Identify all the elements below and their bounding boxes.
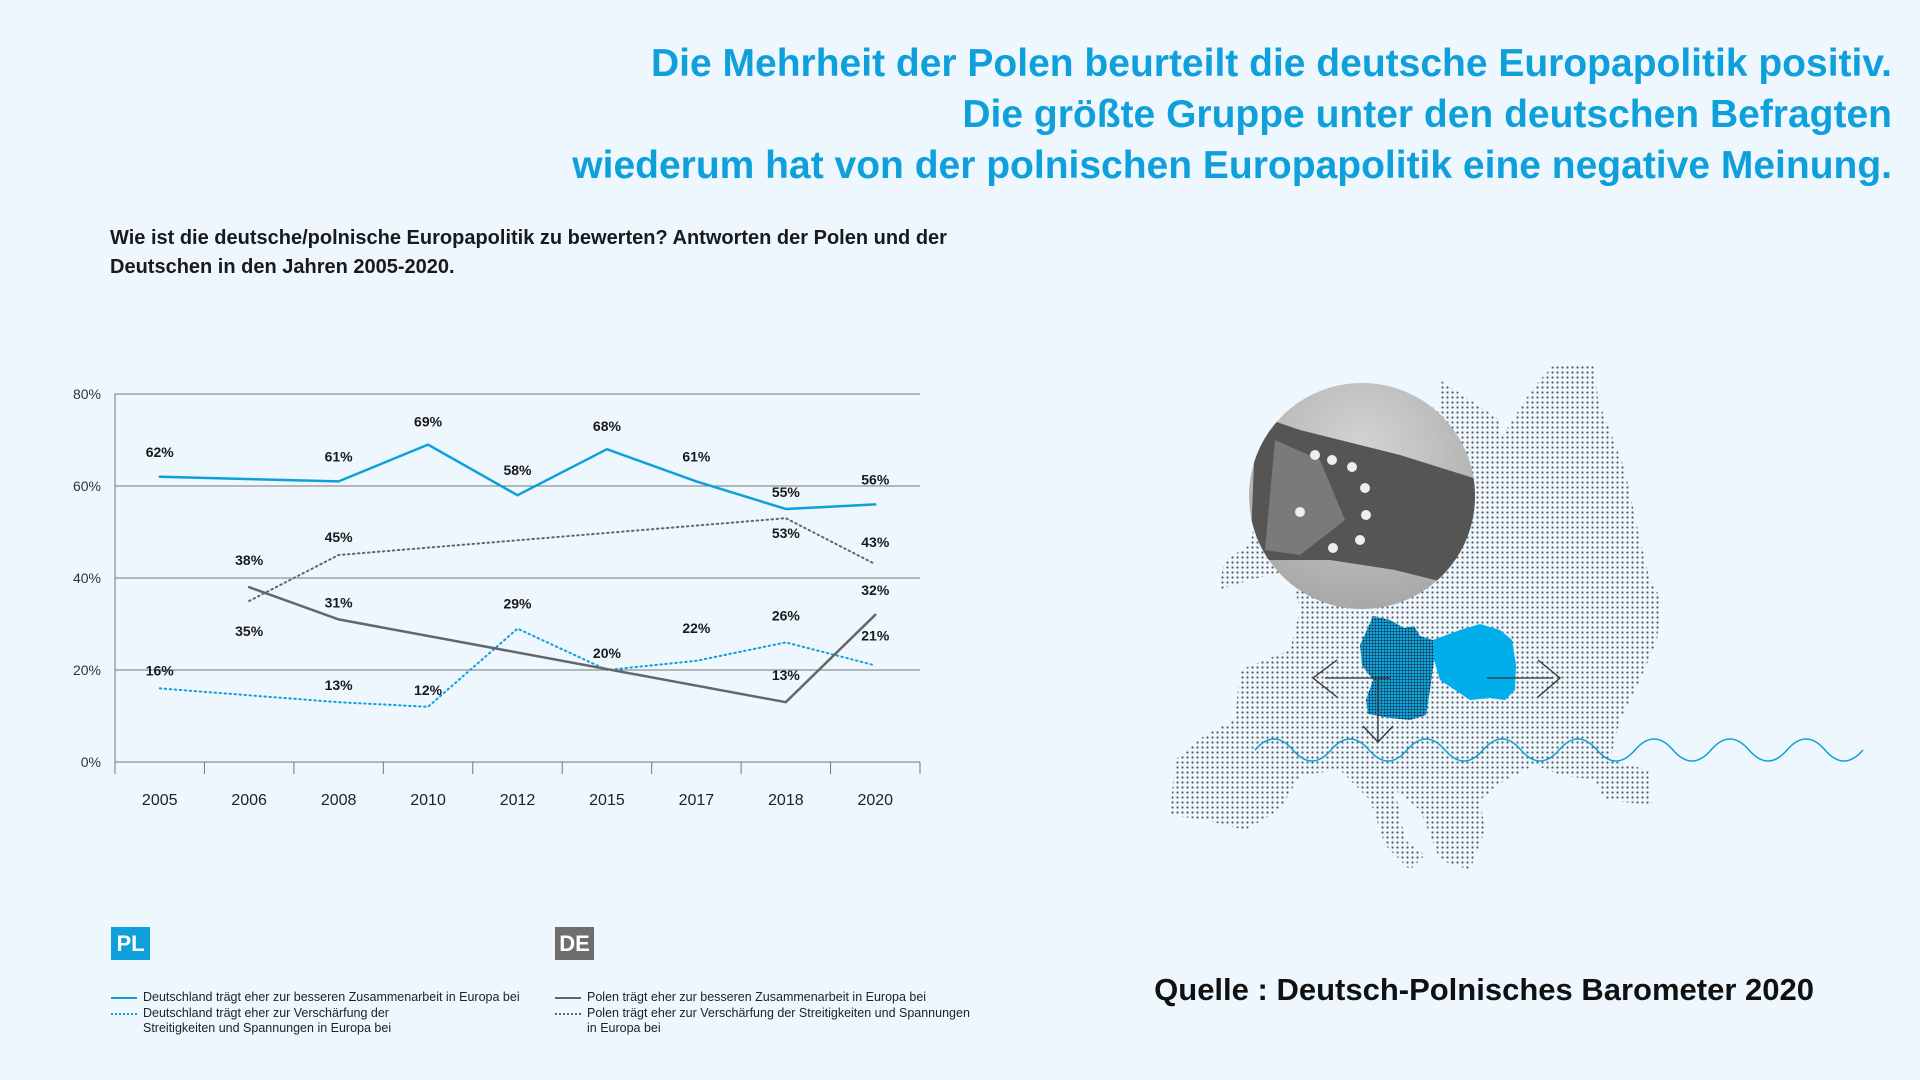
line-chart: 0% 20% 40% 60% 80% 2005 2006 2008 2010 2012 2015 20… xyxy=(73,386,921,809)
headline-line-3: wiederum hat von der polnischen Europapo… xyxy=(572,144,1892,187)
chart-title: Wie ist die deutsche/polnische Europapol… xyxy=(110,227,947,278)
data-label: 16% xyxy=(146,662,175,678)
data-label: 29% xyxy=(503,596,532,612)
legend-dotted-gray-swatch xyxy=(555,1013,581,1015)
data-label: 13% xyxy=(772,667,801,683)
legend-badge-pl: PL xyxy=(111,927,150,960)
poland-shape xyxy=(1433,624,1516,700)
legend-label: Polen trägt eher zur Verschärfung der St… xyxy=(587,1006,970,1035)
y-tick-label: 60% xyxy=(73,478,101,494)
series-line-pl-negative xyxy=(158,627,877,708)
x-tick-label: 2012 xyxy=(500,792,536,809)
x-tick-label: 2008 xyxy=(321,792,357,809)
source-note: Quelle : Deutsch-Polnisches Barometer 20… xyxy=(1154,972,1814,1007)
data-label: 56% xyxy=(861,471,890,487)
data-label: 62% xyxy=(146,444,175,460)
x-tick-label: 2018 xyxy=(768,792,804,809)
legend-solid-gray-swatch xyxy=(555,997,581,999)
x-tick-label: 2010 xyxy=(410,792,446,809)
eu-flag-photo xyxy=(1249,383,1475,609)
x-tick-label: 2017 xyxy=(679,792,715,809)
data-label: 69% xyxy=(414,414,443,430)
data-label: 58% xyxy=(503,462,532,478)
legend-item-pl-negative: Deutschland trägt eher zur Verschärfung … xyxy=(111,1006,451,1036)
legend-dotted-blue-swatch xyxy=(111,1013,137,1015)
data-label: 31% xyxy=(325,594,354,610)
wave-line xyxy=(1254,738,1864,762)
series-line-de-positive xyxy=(247,585,877,704)
data-label: 61% xyxy=(325,448,354,464)
europe-dotted-landmass xyxy=(1170,365,1662,870)
data-label: 13% xyxy=(325,677,354,693)
x-tick-label: 2006 xyxy=(231,792,267,809)
y-tick-label: 80% xyxy=(73,386,101,402)
legend-label: Deutschland trägt eher zur Verschärfung … xyxy=(143,1006,392,1035)
data-label: 22% xyxy=(682,620,711,636)
headline-line-1: Die Mehrheit der Polen beurteilt die deu… xyxy=(651,42,1892,85)
x-tick-label: 2020 xyxy=(857,792,893,809)
data-label: 35% xyxy=(235,623,264,639)
y-tick-label: 20% xyxy=(73,662,101,678)
headline-line-2: Die größte Gruppe unter den deutschen Be… xyxy=(962,93,1892,136)
x-tick-label: 2005 xyxy=(142,792,178,809)
direction-arrows xyxy=(1311,659,1562,743)
legend-label: Deutschland trägt eher zur besseren Zusa… xyxy=(143,990,520,1004)
data-label: 12% xyxy=(414,682,443,698)
legend-item-de-negative: Polen trägt eher zur Verschärfung der St… xyxy=(555,1006,975,1036)
data-label: 21% xyxy=(861,627,890,643)
x-tick-label: 2015 xyxy=(589,792,625,809)
legend-badge-de: DE xyxy=(555,927,594,960)
data-label: 53% xyxy=(772,525,801,541)
data-label: 61% xyxy=(682,448,711,464)
data-label: 32% xyxy=(861,582,890,598)
y-tick-label: 0% xyxy=(81,754,101,770)
headline: Die Mehrheit der Polen beurteilt die deu… xyxy=(572,38,1892,191)
series-line-de-negative xyxy=(248,517,877,602)
legend-label: Polen trägt eher zur besseren Zusammenar… xyxy=(587,990,927,1004)
data-label: 26% xyxy=(772,607,801,623)
data-label: 55% xyxy=(772,484,801,500)
legend-item-de-positive: Polen trägt eher zur besseren Zusammenar… xyxy=(555,990,975,1005)
data-label: 45% xyxy=(325,529,354,545)
data-label: 68% xyxy=(593,418,622,434)
legend-item-pl-positive: Deutschland trägt eher zur besseren Zusa… xyxy=(111,990,531,1005)
germany-shape xyxy=(1360,616,1434,720)
data-label: 20% xyxy=(593,645,622,661)
legend-solid-blue-swatch xyxy=(111,997,137,999)
y-tick-label: 40% xyxy=(73,570,101,586)
data-label: 38% xyxy=(235,552,264,568)
series-line-pl-positive xyxy=(158,443,877,511)
data-label: 43% xyxy=(861,534,890,550)
